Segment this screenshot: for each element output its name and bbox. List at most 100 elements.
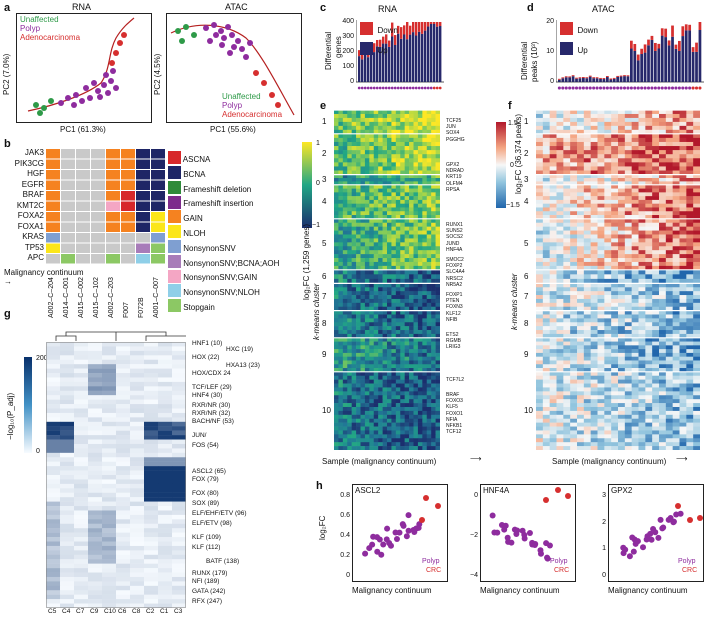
heat-cell bbox=[563, 302, 571, 308]
heat-cell bbox=[356, 133, 361, 139]
heat-cell bbox=[334, 238, 339, 243]
heat-cell bbox=[395, 218, 401, 224]
g-heat-cell bbox=[74, 395, 89, 400]
heat-cell bbox=[431, 141, 436, 147]
heat-cell bbox=[604, 442, 612, 447]
heat-cell bbox=[563, 310, 571, 315]
e-gene-label: FOXO1 bbox=[446, 410, 463, 417]
heat-cell bbox=[556, 170, 564, 175]
heat-cell bbox=[400, 170, 405, 175]
heat-cell bbox=[583, 146, 591, 151]
heat-cell bbox=[364, 196, 370, 201]
bar-up bbox=[636, 60, 640, 82]
heat-cell bbox=[556, 199, 564, 204]
heat-cell bbox=[583, 349, 591, 354]
heat-cell bbox=[431, 234, 436, 239]
heat-cell bbox=[422, 291, 428, 296]
heat-cell bbox=[672, 178, 680, 182]
heat-cell bbox=[391, 215, 397, 220]
heat-cell bbox=[583, 403, 591, 408]
bar-up bbox=[427, 26, 430, 82]
g-heat-cell bbox=[130, 430, 145, 436]
bar-down bbox=[433, 22, 436, 24]
heat-cell bbox=[583, 184, 591, 189]
heat-cell bbox=[597, 291, 605, 296]
heat-cell bbox=[334, 222, 339, 227]
heat-cell bbox=[563, 137, 571, 143]
heat-cell bbox=[679, 318, 687, 323]
heat-cell bbox=[597, 113, 605, 119]
heat-cell bbox=[659, 250, 667, 255]
heat-cell bbox=[400, 434, 405, 439]
heat-cell bbox=[347, 222, 352, 227]
heat-cell bbox=[659, 418, 667, 423]
b-grid-cell bbox=[106, 212, 120, 222]
g-heat-cell bbox=[46, 448, 61, 454]
heat-cell bbox=[413, 269, 419, 275]
heat-cell bbox=[583, 410, 591, 416]
heat-cell bbox=[387, 360, 392, 365]
heat-cell bbox=[391, 314, 397, 319]
heat-cell bbox=[395, 137, 401, 143]
heat-cell bbox=[631, 110, 639, 115]
heat-cell bbox=[422, 314, 428, 319]
heat-cell bbox=[400, 184, 405, 189]
heat-cell bbox=[590, 291, 598, 296]
heat-cell bbox=[422, 364, 428, 369]
heat-cell bbox=[665, 310, 673, 315]
heat-cell bbox=[400, 199, 405, 204]
heat-cell bbox=[542, 192, 550, 197]
heat-cell bbox=[382, 278, 388, 284]
heat-cell bbox=[391, 418, 397, 423]
heat-cell bbox=[422, 242, 428, 247]
heat-cell bbox=[645, 438, 653, 443]
heat-cell bbox=[665, 218, 673, 224]
heat-cell bbox=[597, 368, 605, 373]
heat-cell bbox=[334, 137, 339, 143]
heat-cell bbox=[338, 426, 344, 431]
bar-down bbox=[643, 44, 647, 53]
heat-cell bbox=[391, 442, 397, 447]
heat-cell bbox=[404, 410, 410, 416]
heat-cell bbox=[556, 254, 564, 259]
heat-cell bbox=[604, 379, 612, 384]
heat-cell bbox=[631, 314, 639, 319]
heat-cell bbox=[542, 438, 550, 443]
heat-cell bbox=[638, 211, 646, 216]
heat-cell bbox=[422, 368, 428, 373]
heat-cell bbox=[369, 364, 375, 369]
heat-cell bbox=[665, 295, 673, 300]
heat-cell bbox=[338, 337, 344, 342]
heat-cell bbox=[652, 302, 660, 308]
heat-cell bbox=[347, 133, 352, 139]
bar-down bbox=[595, 77, 599, 79]
heat-cell bbox=[338, 274, 344, 280]
heat-cell bbox=[413, 181, 419, 186]
heat-cell bbox=[556, 226, 564, 231]
heat-cell bbox=[382, 184, 388, 189]
g-heat-cell bbox=[60, 377, 75, 383]
heat-cell bbox=[570, 414, 578, 420]
heat-cell bbox=[413, 306, 419, 311]
heat-cell bbox=[373, 226, 379, 231]
heat-cell bbox=[338, 403, 344, 408]
heat-cell bbox=[373, 291, 379, 296]
heat-cell bbox=[659, 283, 667, 288]
heat-cell bbox=[618, 125, 626, 131]
heat-cell bbox=[590, 426, 598, 431]
heat-cell bbox=[645, 306, 653, 311]
heat-cell bbox=[382, 356, 388, 361]
heat-cell bbox=[382, 438, 388, 443]
heat-cell bbox=[590, 269, 598, 275]
sample-dot bbox=[592, 86, 596, 90]
heat-cell bbox=[659, 265, 667, 271]
sample-dot bbox=[612, 86, 616, 90]
heat-cell bbox=[364, 442, 370, 447]
heat-cell bbox=[338, 302, 344, 308]
heat-cell bbox=[604, 371, 612, 377]
heat-cell bbox=[338, 387, 344, 392]
g-heat-cell bbox=[74, 466, 89, 471]
sample-dot bbox=[564, 86, 568, 90]
heat-cell bbox=[334, 302, 339, 308]
heat-cell bbox=[542, 295, 550, 300]
